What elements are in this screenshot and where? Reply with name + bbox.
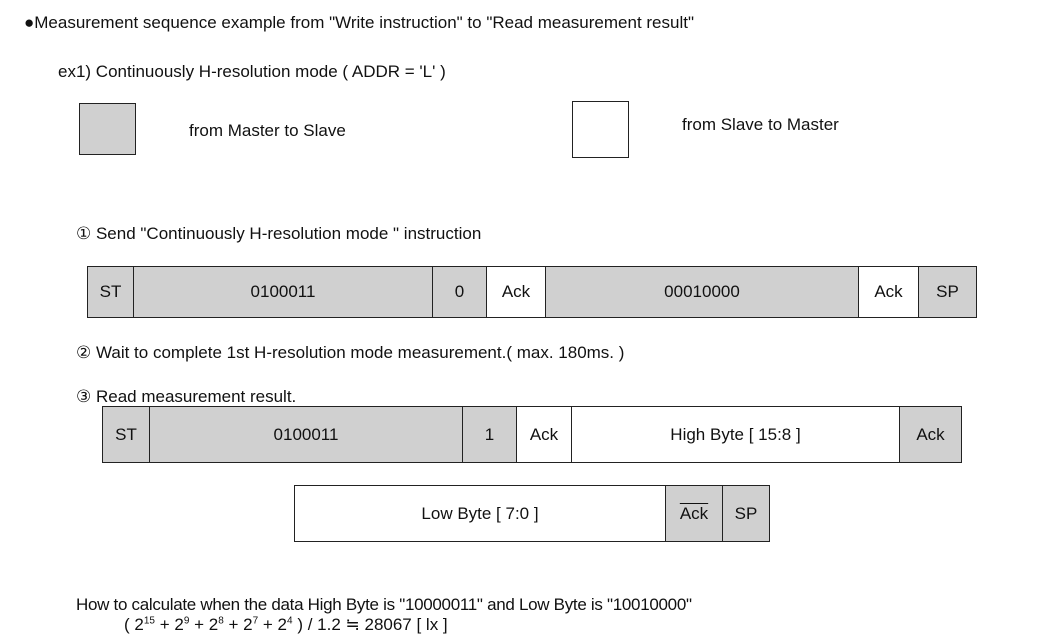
- cell-ack: Ack: [517, 407, 572, 462]
- cell-ack: Ack: [900, 407, 961, 462]
- exponent: 15: [143, 615, 155, 627]
- cell-low-byte: Low Byte [ 7:0 ]: [295, 486, 666, 541]
- legend-master-swatch: [79, 103, 136, 155]
- cell-sp: SP: [919, 267, 976, 317]
- cell-address: 0100011: [134, 267, 433, 317]
- exponent: 8: [218, 615, 224, 627]
- formula-part: ) / 1.2 ≒ 28067 [ lx ]: [292, 615, 448, 634]
- formula-part: ( 2: [124, 615, 144, 634]
- heading: ●Measurement sequence example from "Writ…: [24, 13, 694, 32]
- cell-nack: Ack: [666, 486, 723, 541]
- legend-master-label: from Master to Slave: [189, 121, 346, 140]
- cell-high-byte: High Byte [ 15:8 ]: [572, 407, 900, 462]
- cell-st: ST: [103, 407, 150, 462]
- exponent: 9: [183, 615, 190, 627]
- formula-part: + 2: [189, 615, 219, 634]
- read-sequence: ST 0100011 1 Ack High Byte [ 15:8 ] Ack: [102, 406, 962, 463]
- read-sequence-continued: Low Byte [ 7:0 ] Ack SP: [294, 485, 770, 542]
- step-3-label: ③ Read measurement result.: [76, 387, 297, 406]
- cell-st: ST: [88, 267, 134, 317]
- cell-ack: Ack: [859, 267, 919, 317]
- cell-address: 0100011: [150, 407, 463, 462]
- exponent: 7: [252, 615, 259, 627]
- cell-opcode: 00010000: [546, 267, 859, 317]
- cell-sp: SP: [723, 486, 769, 541]
- cell-rw: 1: [463, 407, 517, 462]
- formula-part: + 2: [258, 615, 288, 634]
- calc-text: How to calculate when the data High Byte…: [76, 595, 692, 614]
- legend-slave-label: from Slave to Master: [682, 115, 839, 134]
- exponent: 4: [287, 615, 293, 627]
- example-title: ex1) Continuously H-resolution mode ( AD…: [58, 62, 446, 81]
- cell-ack: Ack: [487, 267, 546, 317]
- calc-formula: ( 215 + 29 + 28 + 27 + 24 ) / 1.2 ≒ 2806…: [124, 615, 448, 635]
- formula-part: + 2: [223, 615, 253, 634]
- step-2-label: ② Wait to complete 1st H-resolution mode…: [76, 343, 625, 362]
- cell-rw: 0: [433, 267, 487, 317]
- legend-slave-swatch: [572, 101, 629, 158]
- write-sequence: ST 0100011 0 Ack 00010000 Ack SP: [87, 266, 977, 318]
- formula-part: + 2: [154, 615, 184, 634]
- step-1-label: ① Send "Continuously H-resolution mode "…: [76, 224, 482, 243]
